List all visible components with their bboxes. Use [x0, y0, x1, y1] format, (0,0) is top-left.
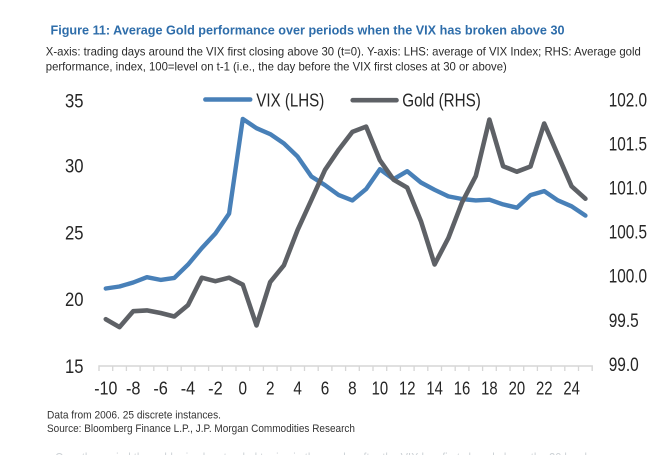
- svg-text:99.5: 99.5: [609, 311, 639, 332]
- svg-text:-2: -2: [208, 377, 223, 398]
- svg-text:99.0: 99.0: [609, 355, 639, 376]
- svg-text:Data from 2006. 25 discrete in: Data from 2006. 25 discrete instances.: [47, 410, 221, 422]
- svg-text:100.0: 100.0: [609, 267, 647, 288]
- svg-text:performance, index, 100=level: performance, index, 100=level on t-1 (i.…: [46, 60, 507, 74]
- svg-text:20: 20: [65, 290, 84, 311]
- svg-text:Source: Bloomberg Finance L.P.: Source: Bloomberg Finance L.P., J.P. Mor…: [47, 423, 355, 435]
- svg-text:8: 8: [348, 377, 357, 398]
- svg-text:25: 25: [65, 223, 84, 244]
- svg-text:6: 6: [321, 377, 330, 398]
- svg-text:35: 35: [65, 92, 84, 113]
- svg-text:14: 14: [426, 377, 443, 398]
- svg-text:-10: -10: [94, 377, 117, 398]
- svg-text:15: 15: [65, 357, 84, 378]
- svg-text:4: 4: [293, 377, 302, 398]
- svg-text:-4: -4: [181, 377, 196, 398]
- svg-text:Over the period the gold price: Over the period the gold price has tende…: [55, 450, 645, 455]
- svg-text:X-axis: trading days around th: X-axis: trading days around the VIX firs…: [46, 45, 641, 59]
- svg-text:0: 0: [239, 377, 248, 398]
- svg-text:102.0: 102.0: [609, 91, 647, 112]
- svg-text:16: 16: [454, 377, 471, 398]
- svg-text:2: 2: [266, 377, 275, 398]
- svg-text:20: 20: [509, 377, 526, 398]
- svg-text:Figure 11: Average Gold perfor: Figure 11: Average Gold performance over…: [51, 22, 565, 37]
- svg-text:22: 22: [536, 377, 553, 398]
- svg-text:-8: -8: [126, 377, 141, 398]
- svg-text:12: 12: [399, 377, 416, 398]
- svg-text:101.5: 101.5: [609, 135, 647, 156]
- svg-text:VIX (LHS): VIX (LHS): [256, 89, 324, 110]
- svg-text:Gold (RHS): Gold (RHS): [402, 90, 481, 111]
- svg-text:-6: -6: [153, 377, 168, 398]
- svg-text:24: 24: [563, 377, 580, 398]
- svg-text:10: 10: [372, 377, 389, 398]
- svg-text:100.5: 100.5: [609, 223, 647, 244]
- svg-text:30: 30: [65, 156, 84, 177]
- svg-text:18: 18: [481, 377, 498, 398]
- svg-text:101.0: 101.0: [609, 179, 647, 200]
